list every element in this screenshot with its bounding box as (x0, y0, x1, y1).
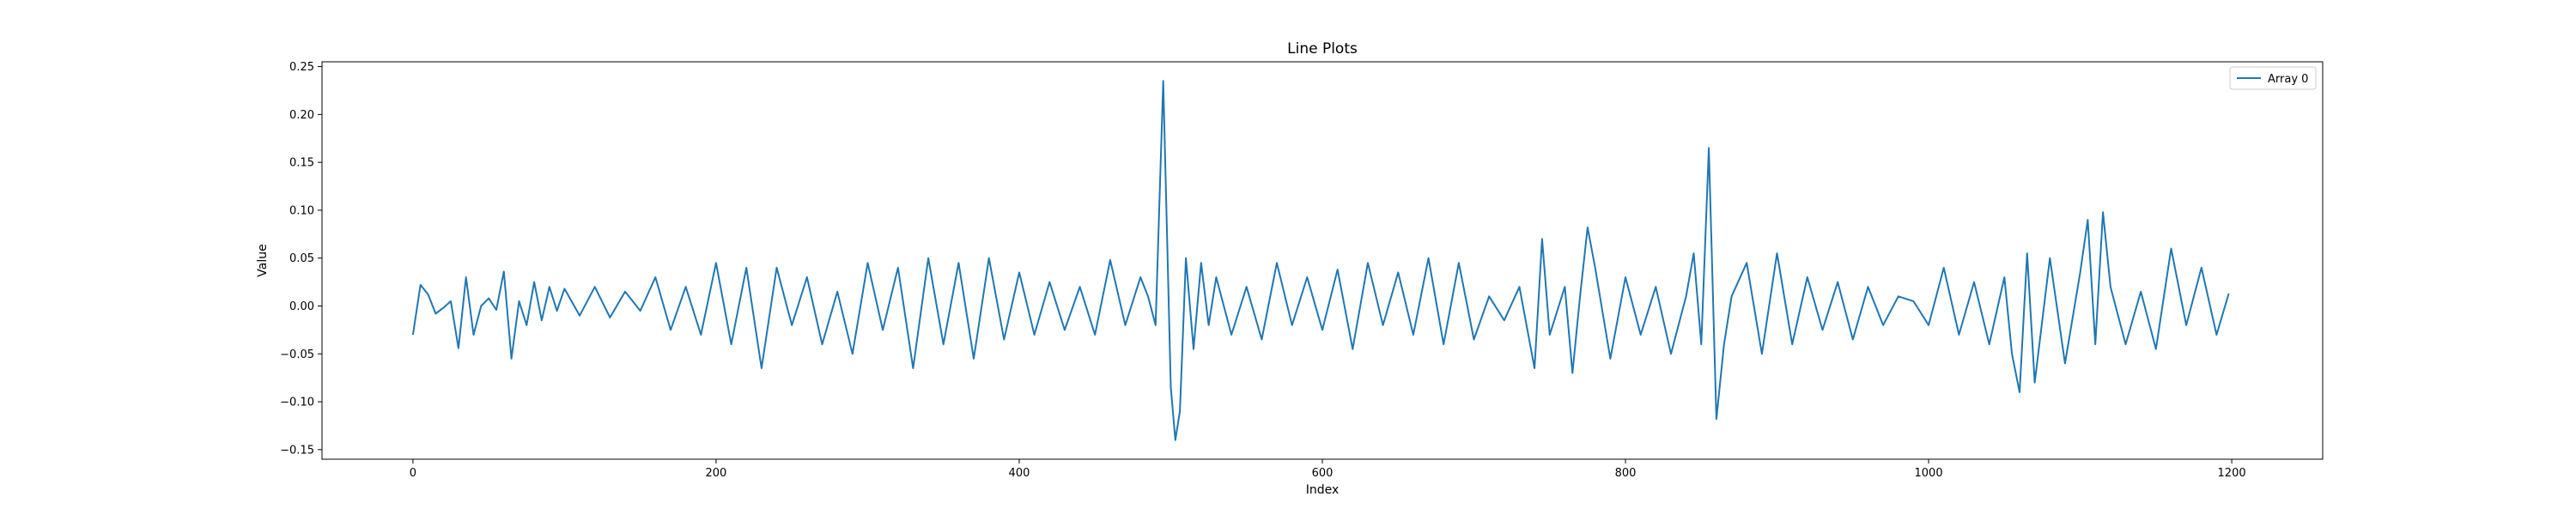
x-tick-label: 400 (1009, 467, 1030, 480)
y-tick-label: −0.15 (280, 444, 314, 457)
y-axis-ticks: −0.15 −0.10 −0.05 0.00 0.05 0.10 0.15 0.20 0.25 (280, 61, 322, 457)
chart-title: Line Plots (1287, 40, 1358, 58)
y-tick-label: 0.15 (289, 157, 314, 170)
y-tick-label: 0.00 (289, 300, 314, 313)
plot-series (411, 80, 2230, 441)
y-tick-label: −0.05 (280, 348, 314, 361)
y-tick-label: 0.05 (289, 252, 314, 265)
plot-frame (321, 61, 2324, 460)
y-axis-label: Value (256, 244, 270, 276)
legend: Array 0 (2229, 66, 2317, 90)
x-tick-label: 1200 (2218, 467, 2246, 480)
legend-box (2229, 66, 2317, 90)
y-tick-label: 0.20 (289, 109, 314, 122)
legend-label-array-0: Array 0 (2268, 73, 2308, 86)
y-tick-label: −0.10 (280, 397, 314, 409)
y-tick-label: 0.25 (289, 61, 314, 74)
series-line-array-0 (411, 80, 2230, 441)
x-tick-label: 600 (1312, 467, 1334, 480)
x-axis-label: Index (1306, 483, 1340, 497)
y-tick-label: 0.10 (289, 204, 314, 217)
x-tick-label: 1000 (1915, 467, 1943, 480)
x-tick-label: 800 (1615, 467, 1637, 480)
x-tick-label: 200 (706, 467, 727, 480)
x-tick-label: 0 (410, 467, 416, 480)
x-axis-ticks: 0 200 400 600 800 1000 1200 (410, 459, 2246, 480)
